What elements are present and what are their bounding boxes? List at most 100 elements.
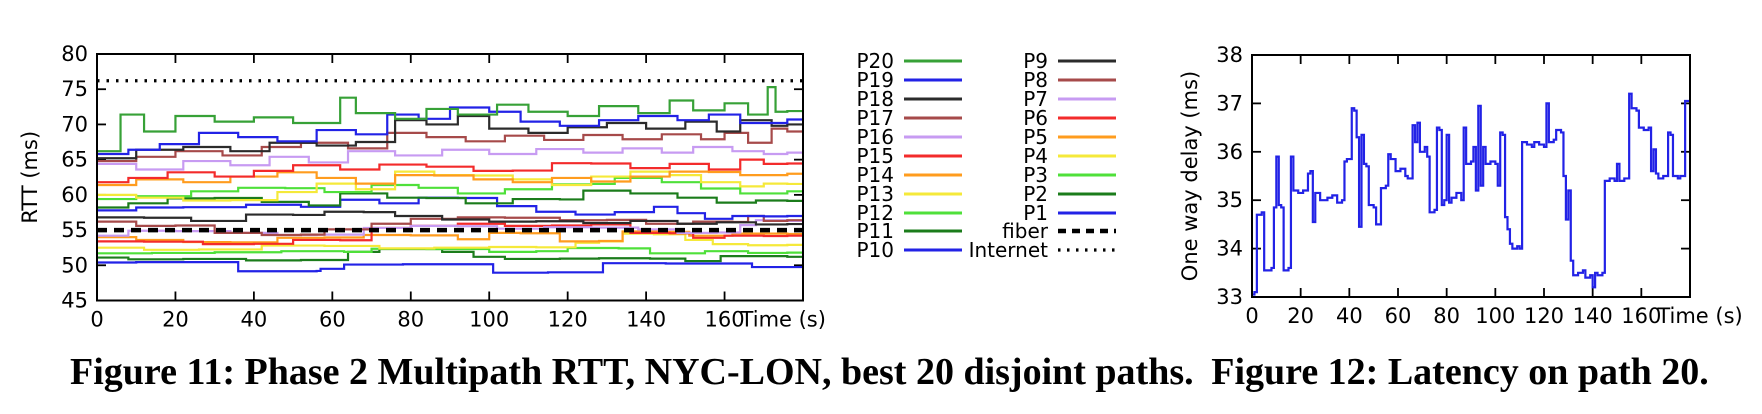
legend-item-p7: P7 (962, 87, 1116, 112)
series-p20 (97, 86, 803, 153)
series-p6 (97, 222, 803, 246)
series-p9 (97, 210, 803, 226)
legend-label: P8 (1023, 68, 1048, 93)
legend-item-p19: P19 (770, 68, 962, 93)
series-p17 (97, 127, 803, 163)
figure11-chart: 0 20 40 60 80 100 120 140 160 45 50 55 60 65 70 75 80 Tim… (18, 42, 826, 332)
x-tick-label: 40 (1336, 304, 1363, 328)
legend-swatch-p2 (1058, 192, 1116, 196)
x-tick-label: 100 (1475, 304, 1515, 328)
x-tick-label: 160 (1621, 304, 1661, 328)
legend-swatch-p11 (904, 229, 962, 233)
legend-swatch-p17 (904, 116, 962, 120)
legend-item-p18: P18 (770, 87, 962, 112)
legend-label: P4 (1023, 143, 1048, 168)
legend-label: P2 (1023, 181, 1048, 206)
legend-item-p10: P10 (770, 238, 962, 263)
legend-label: P20 (856, 49, 894, 74)
legend-swatch-p12 (904, 211, 962, 215)
y-axis-label: RTT (ms) (18, 131, 42, 224)
legend-swatch-p16 (904, 135, 962, 139)
y-axis-label: One way delay (ms) (1178, 71, 1202, 281)
y-tick-label: 50 (61, 253, 88, 277)
y-tick-label: 33 (1216, 285, 1243, 309)
legend-label: Internet (968, 238, 1048, 263)
legend-item-fiber: fiber (962, 219, 1116, 243)
y-tick-label: 36 (1216, 140, 1243, 164)
legend-swatch-p14 (904, 173, 962, 177)
x-tick-label: 80 (397, 308, 424, 332)
legend-swatch-p3 (1058, 173, 1116, 177)
x-tick-label: 120 (548, 308, 588, 332)
y-tick-label: 45 (61, 289, 88, 313)
legend-item-p17: P17 (770, 106, 962, 131)
y-tick-label: 38 (1216, 43, 1243, 67)
y-tick-label: 70 (61, 112, 88, 136)
series-p10 (97, 196, 803, 220)
y-tick-label: 34 (1216, 237, 1243, 261)
series-p13 (97, 170, 803, 202)
legend-item-p5: P5 (962, 125, 1116, 149)
x-tick-label: 100 (469, 308, 509, 332)
legend-item-p11: P11 (770, 219, 962, 244)
legend-swatch-fiber (1058, 229, 1116, 234)
legend-swatch-p1 (1058, 211, 1116, 215)
legend-item-p3: P3 (962, 162, 1116, 187)
legend-swatch-p9 (1058, 59, 1116, 63)
legend-swatch-p8 (1058, 78, 1116, 82)
x-tick-label: 140 (626, 308, 666, 332)
legend-label: P7 (1023, 87, 1048, 112)
legend-label: P3 (1023, 162, 1048, 187)
legend-label: P11 (856, 219, 894, 244)
plot-border (1251, 54, 1691, 298)
legend-item-p2: P2 (962, 181, 1116, 206)
legend-label: P15 (856, 143, 894, 168)
x-tick-label: 80 (1433, 304, 1460, 328)
legend-item-p14: P14 (770, 162, 962, 187)
legend-item-p15: P15 (770, 143, 962, 168)
legend-item-p4: P4 (962, 143, 1116, 168)
legend-label: P17 (856, 106, 894, 131)
legend-item-p1: P1 (962, 200, 1116, 225)
plot-border (96, 53, 804, 302)
figure11-caption: Figure 11: Phase 2 Multipath RTT, NYC-LO… (70, 351, 1194, 393)
x-tick-label: 0 (90, 308, 103, 332)
figure12-caption: Figure 12: Latency on path 20. (1211, 351, 1709, 393)
legend-label: P1 (1023, 200, 1048, 225)
legend-item-p20: P20 (770, 49, 962, 74)
legend-swatch-p15 (904, 154, 962, 158)
series-p12 (97, 176, 803, 201)
legend-item-p8: P8 (962, 68, 1116, 93)
legend-swatch-p19 (904, 78, 962, 82)
series-p2 (97, 247, 803, 263)
legend-label: P9 (1023, 49, 1048, 74)
x-tick-label: 20 (162, 308, 189, 332)
legend-item-internet: Internet (962, 238, 1116, 263)
legend-item-p16: P16 (770, 125, 962, 150)
legend-label: P18 (856, 87, 894, 112)
legend-column-2: P9 P8 P7 P6 P5 P4 P3 P2 P1 fiber Internet (962, 49, 1116, 263)
legend-label: P14 (856, 162, 894, 187)
series-p4 (97, 232, 803, 251)
legend-swatch-p18 (904, 97, 962, 101)
x-axis-label: Time (s) (740, 308, 826, 332)
legend-label: P19 (856, 68, 894, 93)
legend-label: P10 (856, 238, 894, 263)
legend-swatch-p4 (1058, 154, 1116, 158)
legend-label: P13 (856, 181, 894, 206)
x-tick-label: 160 (705, 308, 745, 332)
x-tick-label: 0 (1245, 304, 1258, 328)
x-tick-label: 20 (1287, 304, 1314, 328)
series-p11 (97, 189, 803, 209)
legend-item-p6: P6 (962, 106, 1116, 131)
legend: P20 P19 P18 P17 P16 P15 P14 P13 P12 P11 P10 P9 P8 P7 P… (770, 49, 1116, 263)
y-tick-label: 60 (61, 183, 88, 207)
legend-label: P12 (856, 200, 894, 225)
legend-label: P6 (1023, 106, 1048, 131)
legend-item-p13: P13 (770, 181, 962, 206)
y-tick-label: 55 (61, 218, 88, 242)
legend-label: P16 (856, 125, 894, 150)
x-tick-label: 60 (1385, 304, 1412, 328)
legend-swatch-p5 (1058, 135, 1116, 139)
legend-item-p12: P12 (770, 200, 962, 225)
